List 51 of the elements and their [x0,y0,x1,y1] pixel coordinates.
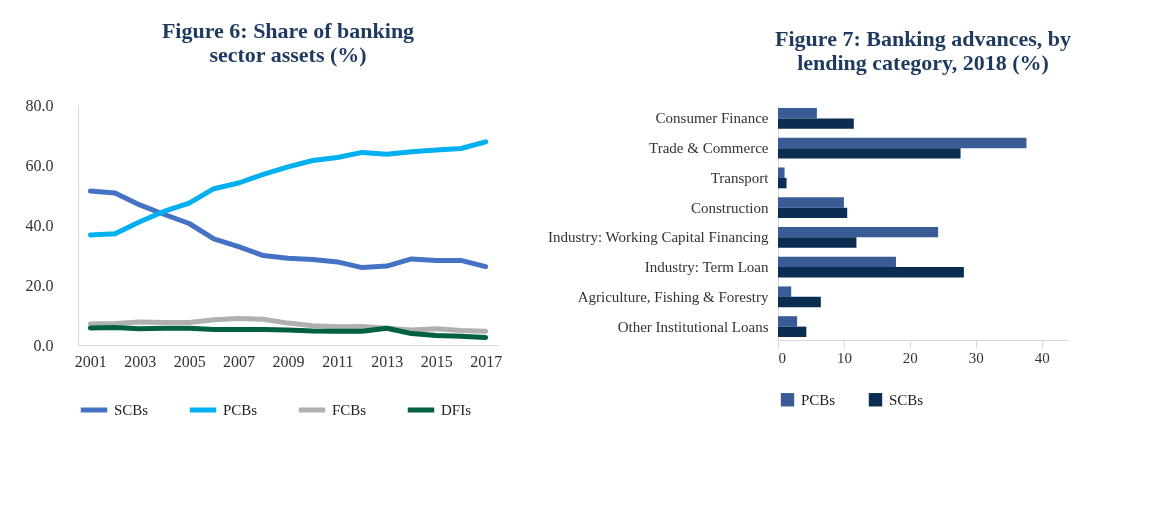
bar [778,167,785,178]
y-tick-label: Industry: Term Loan [644,259,769,276]
x-tick-label: 2015 [420,352,453,370]
x-tick-label: 2003 [124,352,157,370]
x-tick-label: 20 [902,349,918,366]
y-tick-label: Agriculture, Fishing & Forestry [577,288,769,305]
x-tick-label: 2007 [223,352,256,370]
x-tick-label: 2001 [74,352,107,370]
legend-label: FCBs [332,402,367,418]
x-tick-label: 2005 [173,352,206,370]
chart-title: Figure 6: Share of banking sector assets (%) [161,18,415,67]
y-tick-label: 40.0 [25,216,54,234]
bar [778,296,821,308]
x-tick-label: 2017 [470,352,503,370]
bar [778,118,854,129]
bar [778,316,798,327]
y-tick-label: Trade & Commerce [649,140,769,157]
x-tick-label: 10 [836,349,852,366]
y-tick-label: 80.0 [25,96,54,114]
y-tick-label: 20.0 [25,276,54,294]
bar [778,177,787,189]
legend-label: SCBs [114,402,149,418]
bar [778,267,964,278]
x-tick-label: 0 [778,349,786,366]
chart-title: Figure 7: Banking advances, by lending category, 2018 (%) [774,26,1072,75]
legend-label: PCBs [801,391,836,408]
bar [778,207,848,219]
bar [778,326,807,338]
x-tick-label: 2013 [371,352,404,370]
y-tick-label: Consumer Finance [655,110,769,127]
bar [778,237,857,248]
bar [778,148,961,159]
bar [778,107,817,119]
bar [778,226,939,238]
legend-label: DFIs [441,402,472,418]
x-tick-label: 2009 [272,352,305,370]
y-tick-label: 60.0 [25,156,54,174]
bar [778,197,844,208]
legend-label: SCBs [889,391,924,408]
bar [778,137,1027,149]
y-tick-label: Other Institutional Loans [617,318,769,335]
bar [778,256,896,268]
bar [778,286,792,297]
y-tick-label: Transport [710,169,770,186]
x-tick-label: 40 [1034,349,1050,366]
y-tick-label: Industry: Working Capital Financing [547,229,769,246]
x-tick-label: 2011 [322,352,354,370]
x-tick-label: 30 [968,349,984,366]
y-tick-label: Construction [691,199,769,216]
legend-label: PCBs [223,402,258,418]
y-tick-label: 0.0 [33,336,54,354]
